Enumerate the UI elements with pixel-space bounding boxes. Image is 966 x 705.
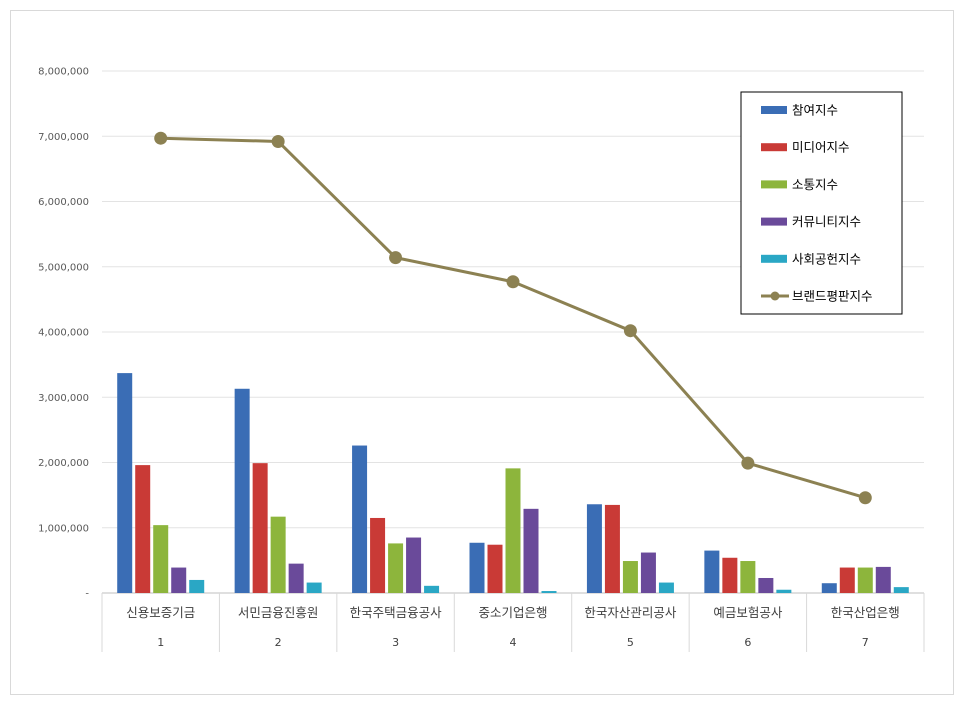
bar — [135, 465, 151, 593]
bar — [604, 504, 620, 593]
bar — [658, 582, 674, 593]
bar — [505, 468, 521, 593]
category-label: 예금보험공사 — [713, 605, 783, 620]
category-label: 서민금융진흥원 — [238, 605, 319, 620]
bar — [352, 445, 368, 593]
category-number-label: 1 — [157, 636, 164, 649]
category-number-label: 4 — [510, 636, 517, 649]
y-tick-label: 4,000,000 — [38, 328, 89, 339]
bar — [189, 579, 205, 593]
category-label: 한국산업은행 — [831, 605, 900, 620]
bar — [234, 388, 250, 593]
line-point — [858, 491, 872, 505]
bar — [758, 577, 774, 593]
line-point — [154, 131, 168, 145]
bar — [424, 585, 440, 593]
category-label: 한국자산관리공사 — [584, 605, 677, 620]
bar — [857, 567, 873, 593]
bar — [640, 552, 656, 593]
y-tick-label: 8,000,000 — [38, 67, 89, 78]
bar — [252, 463, 268, 593]
bars — [117, 373, 909, 593]
line-point — [741, 456, 755, 470]
bar — [153, 525, 169, 593]
bar — [893, 587, 909, 593]
bar — [541, 591, 557, 593]
bar — [171, 567, 187, 593]
y-tick-label: 3,000,000 — [38, 393, 89, 404]
y-tick-label: 1,000,000 — [38, 523, 89, 534]
legend-label: 미디어지수 — [792, 140, 850, 155]
brand-reputation-line — [154, 131, 872, 505]
legend-box — [740, 91, 903, 315]
legend-swatch — [761, 106, 787, 114]
bar — [586, 504, 602, 593]
category-number-label: 6 — [744, 636, 751, 649]
y-tick-label: 7,000,000 — [38, 132, 89, 143]
category-number-label: 3 — [392, 636, 399, 649]
line-point — [389, 251, 403, 265]
bar — [776, 589, 792, 593]
bar — [406, 537, 422, 593]
x-axis: 신용보증기금 1 서민금융진흥원 2 한국주택금융공사 3 중소기업은행 4 한국자산관리공사 5… — [101, 593, 925, 652]
y-tick-label: - — [85, 589, 89, 600]
bar — [622, 561, 638, 593]
bar — [388, 543, 404, 593]
y-axis: - 1,000,000 2,000,000 3,000,000 4,000,000 5,0… — [38, 67, 89, 600]
bar — [523, 508, 539, 593]
legend-label: 커뮤니티지수 — [792, 214, 861, 229]
category-number-label: 5 — [627, 636, 634, 649]
category-label: 한국주택금융공사 — [350, 605, 443, 620]
bar — [821, 583, 837, 593]
legend-swatch — [761, 143, 787, 152]
legend-swatch-marker — [770, 291, 780, 301]
category-label: 신용보증기금 — [126, 605, 195, 620]
y-tick-label: 6,000,000 — [38, 197, 89, 208]
legend-swatch — [761, 180, 787, 189]
category-number-label: 7 — [862, 636, 869, 649]
bar — [875, 566, 891, 593]
line-point — [271, 134, 285, 148]
bar — [487, 544, 503, 593]
legend-label: 브랜드평판지수 — [792, 289, 873, 304]
bar — [740, 561, 756, 593]
line-point — [623, 324, 637, 338]
legend-label: 참여지수 — [792, 103, 838, 118]
bar — [117, 373, 133, 593]
category-label: 중소기업은행 — [478, 605, 547, 620]
bar — [704, 550, 720, 593]
bar — [722, 557, 738, 593]
legend-swatch — [761, 254, 787, 263]
y-tick-label: 5,000,000 — [38, 262, 89, 273]
bar — [288, 563, 304, 593]
line-point — [506, 275, 520, 289]
bar — [469, 542, 485, 593]
bar — [839, 567, 855, 593]
category-number-label: 2 — [275, 636, 282, 649]
bar — [306, 582, 322, 593]
legend-swatch — [761, 217, 787, 226]
legend-label: 소통지수 — [792, 177, 838, 192]
legend-label: 사회공헌지수 — [792, 251, 861, 266]
y-tick-label: 2,000,000 — [38, 458, 89, 469]
bar — [370, 517, 386, 593]
bar — [270, 516, 286, 593]
